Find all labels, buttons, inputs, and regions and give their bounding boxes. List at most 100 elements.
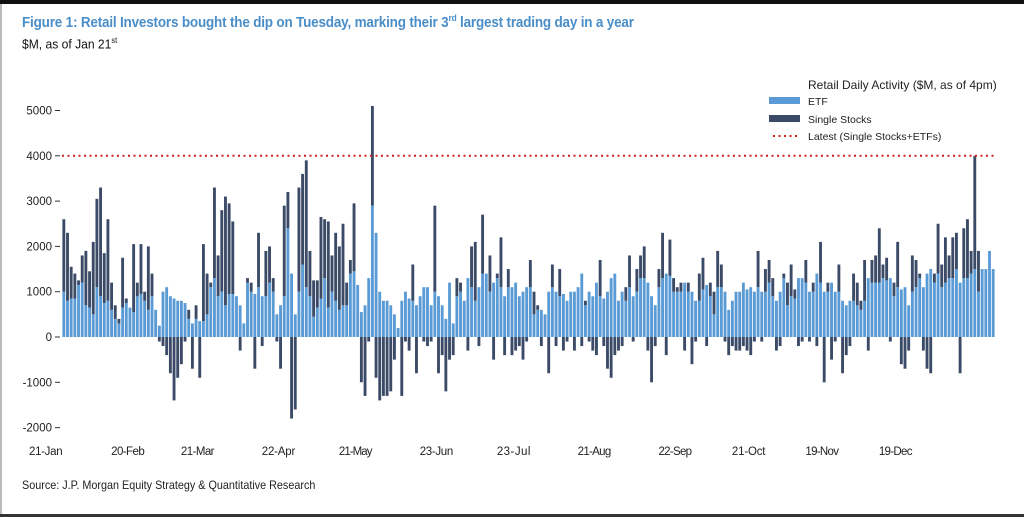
bar-single-stocks [921,337,925,351]
bar-etf [624,300,628,337]
bar-single-stocks [789,264,793,297]
bar-etf [69,298,73,337]
bar-etf [756,287,760,337]
bar-etf [606,291,609,337]
bar-single-stocks [705,337,709,347]
bar-etf [275,314,279,337]
bar-etf [980,269,984,337]
bar-etf [260,296,264,337]
bar-single-stocks [157,337,161,342]
bar-single-stocks [301,173,305,265]
bar-etf [910,291,914,337]
bar-single-stocks [187,309,191,319]
legend-label-single-stocks: Single Stocks [808,114,872,126]
bar-single-stocks [918,273,922,279]
bar-single-stocks [572,337,576,351]
bar-single-stocks [73,273,77,299]
bar-single-stocks [631,337,635,342]
bar-single-stocks [88,271,91,308]
bar-single-stocks [910,255,914,292]
bar-single-stocks [929,337,933,374]
bar-single-stocks [881,264,885,279]
bar-single-stocks [304,160,308,288]
bar-etf [789,296,793,337]
bar-single-stocks [863,259,867,301]
bar-etf [815,273,819,337]
bar-single-stocks [238,337,242,351]
bar-single-stocks [609,337,613,378]
bar-single-stocks [672,278,676,292]
y-tick-label: 0 [46,332,52,344]
bar-single-stocks [506,269,510,288]
legend-swatch-etf [769,97,800,104]
bar-etf [231,293,235,337]
bar-single-stocks [66,232,69,301]
bar-etf [745,289,749,337]
bar-single-stocks [348,259,352,274]
y-tick-label: 5000 [26,106,52,118]
bar-etf [352,271,356,337]
bar-single-stocks [811,282,815,292]
bar-etf [697,300,701,337]
bar-single-stocks [179,337,183,365]
bar-single-stocks [679,282,683,292]
bar-etf [635,291,639,337]
legend-title: Retail Daily Activity ($M, as of 4pm) [808,78,997,92]
bar-single-stocks [686,282,690,292]
bar-etf [139,293,143,337]
bar-etf [312,316,316,337]
bar-single-stocks [951,237,955,279]
bar-etf [664,273,668,337]
bar-etf [290,273,294,337]
bar-etf [161,291,165,337]
bar-etf [80,282,84,337]
bar-etf [955,269,958,337]
bar-etf [282,296,286,337]
bar-etf [613,273,617,337]
bar-etf [378,291,382,337]
bar-single-stocks [969,250,973,274]
bar-single-stocks [741,337,745,347]
bar-single-stocks [150,273,154,297]
bar-etf [866,278,870,337]
x-tick-label: 21-Aug [578,446,612,458]
bar-single-stocks [936,223,940,274]
bar-single-stocks [767,259,771,283]
bar-single-stocks [763,269,767,292]
bar-etf [183,303,187,337]
bar-etf [279,305,282,337]
bar-single-stocks [209,282,213,288]
y-tick-label: -2000 [23,423,52,435]
bar-single-stocks [253,337,257,369]
x-tick-label: 22-Apr [262,446,296,458]
bar-single-stocks [183,337,187,342]
bar-etf [117,323,121,337]
bar-etf [477,287,481,337]
bar-etf [187,318,191,337]
bar-single-stocks [110,282,114,310]
bar-single-stocks [888,337,892,342]
bar-single-stocks [822,337,826,383]
bar-single-stocks [161,337,165,347]
bar-single-stocks [793,289,797,299]
bar-etf [572,291,576,337]
bar-etf [407,298,411,337]
bar-etf [459,291,462,337]
bars-group [62,105,995,419]
bar-single-stocks [697,273,701,301]
bar-single-stocks [334,232,338,301]
bar-etf [679,291,683,337]
x-tick-label: 23-Jun [420,446,454,458]
bar-etf [462,300,466,337]
bar-etf [907,305,911,337]
bar-single-stocks [437,337,440,374]
bar-single-stocks [473,241,477,301]
bar-single-stocks [260,337,264,347]
bar-etf [561,293,565,337]
bar-single-stocks [341,223,345,306]
bar-etf [657,287,661,337]
bar-etf [683,282,687,337]
bar-single-stocks [657,269,661,288]
bar-single-stocks [756,250,760,288]
